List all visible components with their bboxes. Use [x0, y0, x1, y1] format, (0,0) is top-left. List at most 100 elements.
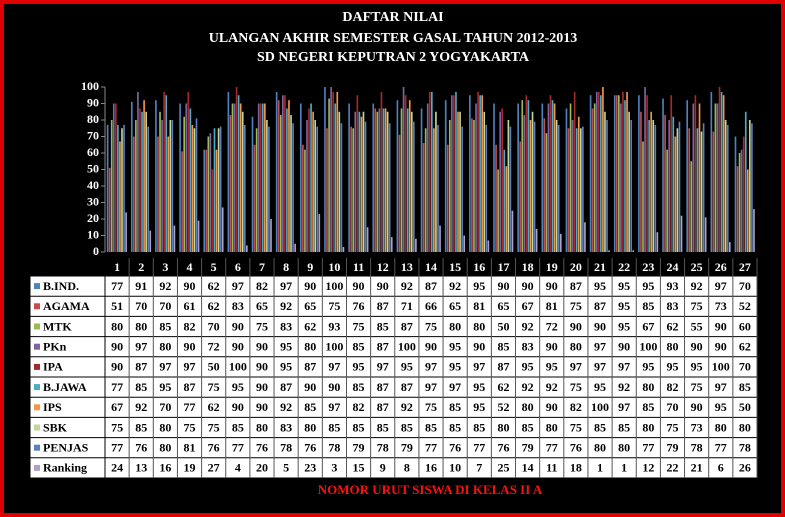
table-cell: 83: [232, 299, 244, 313]
bar: [352, 128, 355, 252]
bar: [672, 116, 675, 252]
table-cell: 66: [425, 299, 437, 313]
legend-swatch: [34, 444, 40, 451]
bar: [615, 95, 618, 252]
bar: [459, 111, 461, 252]
table-cell: 85: [159, 319, 171, 333]
bar: [310, 103, 312, 252]
bar: [477, 91, 479, 252]
table-cell: 11: [546, 461, 557, 475]
bar: [171, 120, 174, 252]
y-tick-label: 30: [87, 194, 99, 208]
table-cell: 77: [232, 440, 244, 454]
table-cell: 7: [476, 461, 482, 475]
bar: [485, 124, 488, 252]
table-cell: 95: [473, 400, 485, 414]
table-cell: 76: [304, 440, 316, 454]
table-cell: 6: [718, 461, 724, 475]
table-cell: 80: [473, 319, 485, 333]
table-cell: 77: [111, 440, 123, 454]
bar: [404, 95, 407, 252]
table-cell: 75: [184, 420, 196, 434]
bar: [579, 128, 582, 252]
x-tick-label: 10: [328, 260, 340, 274]
table-cell: 78: [377, 440, 389, 454]
table-cell: 92: [135, 400, 147, 414]
table-cell: 92: [280, 400, 292, 414]
bar: [402, 87, 405, 252]
table-cell: 90: [256, 360, 268, 374]
bar: [141, 111, 143, 252]
bar: [439, 225, 441, 252]
bar: [716, 103, 719, 252]
bar: [575, 128, 578, 252]
table-cell: 75: [208, 380, 220, 394]
chart-subtitle: SD NEGERI KEPUTRAN 2 YOGYAKARTA: [257, 50, 530, 65]
bar: [259, 103, 262, 252]
bar: [356, 95, 359, 252]
table-cell: 85: [473, 420, 485, 434]
bar: [517, 103, 519, 252]
table-cell: 80: [497, 420, 509, 434]
bar: [529, 120, 532, 252]
table-cell: 85: [522, 420, 534, 434]
bar: [738, 153, 741, 252]
table-cell: 90: [425, 339, 437, 353]
bar: [350, 126, 352, 252]
bar: [340, 123, 343, 252]
table-cell: 1: [597, 461, 603, 475]
table-cell: 100: [325, 339, 343, 353]
table-cell: 16: [159, 461, 171, 475]
x-tick-label: 15: [449, 260, 461, 274]
table-cell: 92: [159, 279, 171, 293]
bar: [497, 169, 499, 252]
table-cell: 20: [256, 461, 268, 475]
x-tick-label: 21: [594, 260, 606, 274]
table-cell: 70: [135, 299, 147, 313]
table-cell: 97: [135, 339, 147, 353]
bar: [217, 128, 220, 252]
table-cell: 90: [256, 380, 268, 394]
table-cell: 95: [618, 279, 630, 293]
table-cell: 73: [691, 420, 703, 434]
bar: [380, 91, 383, 252]
table-cell: 85: [449, 400, 461, 414]
bar: [314, 120, 317, 252]
bar: [620, 103, 622, 252]
bar: [413, 121, 415, 253]
bar: [187, 91, 190, 252]
table-cell: 100: [591, 400, 609, 414]
x-tick-label: 17: [497, 260, 509, 274]
bar: [549, 95, 552, 252]
table-cell: 90: [232, 400, 244, 414]
table-cell: 80: [618, 440, 630, 454]
bar: [437, 124, 439, 252]
x-tick-label: 1: [114, 260, 120, 274]
bar: [219, 126, 222, 252]
table-cell: 85: [328, 420, 340, 434]
bar: [121, 128, 123, 252]
bar: [471, 118, 473, 252]
table-cell: 78: [280, 440, 292, 454]
bar: [704, 217, 707, 252]
table-cell: 90: [570, 319, 582, 333]
bar: [690, 161, 693, 252]
bar: [453, 95, 455, 252]
table-cell: 80: [739, 420, 751, 434]
bar: [275, 91, 278, 252]
legend-label: IPA: [43, 360, 63, 374]
bar: [213, 128, 216, 252]
table-cell: 87: [401, 319, 413, 333]
bar: [686, 100, 689, 252]
table-cell: 80: [111, 319, 123, 333]
table-cell: 95: [546, 360, 558, 374]
bar: [336, 91, 339, 252]
bar: [712, 131, 715, 252]
table-cell: 85: [304, 400, 316, 414]
bar: [415, 238, 417, 252]
table-cell: 90: [546, 400, 558, 414]
bar: [161, 120, 163, 252]
bar: [597, 91, 600, 252]
table-cell: 50: [208, 360, 220, 374]
table-cell: 80: [715, 420, 727, 434]
